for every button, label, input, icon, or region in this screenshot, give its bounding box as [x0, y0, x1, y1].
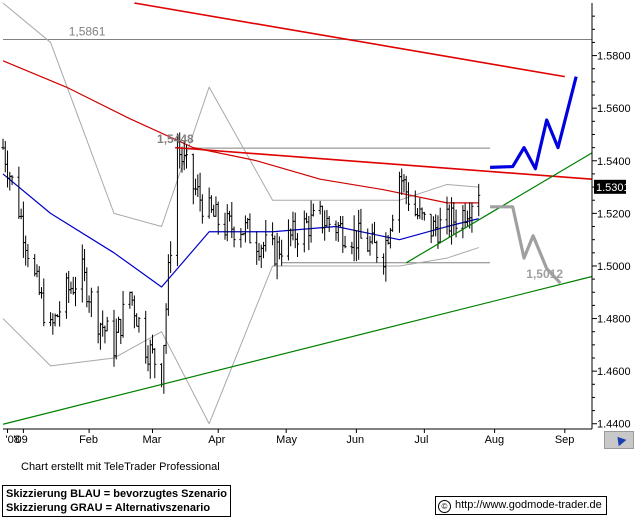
annotation-layer: 1,5861 1,5448 1,5012: [69, 25, 564, 281]
x-tick-label-9: Sep: [555, 434, 575, 446]
y-tick-label-3: 1.5000: [597, 261, 631, 273]
scenario-grey-line: [490, 205, 562, 285]
chart-nav-button[interactable]: [604, 431, 634, 449]
scenario-legend: Skizzierung BLAU = bevorzugtes Szenario …: [2, 485, 231, 517]
x-tick-label-5: May: [276, 434, 297, 446]
x-tick-label-8: Aug: [485, 434, 505, 446]
y-tick-label-4: 1.5200: [597, 208, 631, 220]
y-tick-label-0: 1.4400: [597, 419, 631, 431]
plot-background: [3, 3, 592, 429]
x-tick-label-1: '09: [13, 434, 27, 446]
y-tick-label-1: 1.4600: [597, 366, 631, 378]
x-tick-label-2: Feb: [79, 434, 98, 446]
bollinger-layer: [2, 2, 479, 425]
chart-canvas: 1,5861 1,5448 1,5012 1.4400 1.4600 1.4800 1.5…: [1, 2, 631, 446]
copyright-icon: ©: [438, 500, 451, 513]
trendline-red: [134, 2, 565, 78]
trendline-green: [2, 275, 593, 425]
moving-average-line: [2, 60, 479, 204]
bollinger-line: [2, 2, 479, 228]
axes-layer: 1.4400 1.4600 1.4800 1.5000 1.5200 1.5400 1.56…: [3, 3, 631, 446]
source-url[interactable]: http://www.godmode-trader.de: [455, 499, 602, 511]
annotation-1: 1,5448: [157, 132, 194, 146]
scenario-layer: [490, 76, 578, 285]
scenario-blue-line: [490, 76, 578, 171]
x-tick-label-6: Jun: [346, 434, 364, 446]
x-tick-label-4: Apr: [208, 434, 225, 446]
x-tick-label-7: Jul: [414, 434, 428, 446]
plot-area: [3, 3, 592, 429]
x-tick-label-0: '08: [6, 434, 20, 446]
bollinger-line: [2, 247, 479, 425]
annotation-0: 1,5861: [69, 25, 106, 39]
chart-credit: Chart erstellt mit TeleTrader Profession…: [21, 461, 220, 473]
trendline-red: [175, 146, 593, 180]
x-tick-label-3: Mar: [143, 434, 162, 446]
source-link[interactable]: © http://www.godmode-trader.de: [435, 496, 607, 515]
arrow-up-icon: [613, 433, 627, 447]
legend-blue: Skizzierung BLAU = bevorzugtes Szenario: [6, 488, 227, 500]
legend-grey: Skizzierung GRAU = Alternativszenario: [6, 502, 211, 514]
y-tick-label-7: 1.5800: [597, 51, 631, 63]
last-price-label: 1.5301: [596, 182, 630, 194]
annotation-2: 1,5012: [526, 267, 563, 281]
last-price-box: [594, 179, 626, 194]
y-tick-label-5: 1.5400: [597, 156, 631, 168]
y-tick-label-2: 1.4800: [597, 314, 631, 326]
y-tick-label-6: 1.5600: [597, 103, 631, 115]
